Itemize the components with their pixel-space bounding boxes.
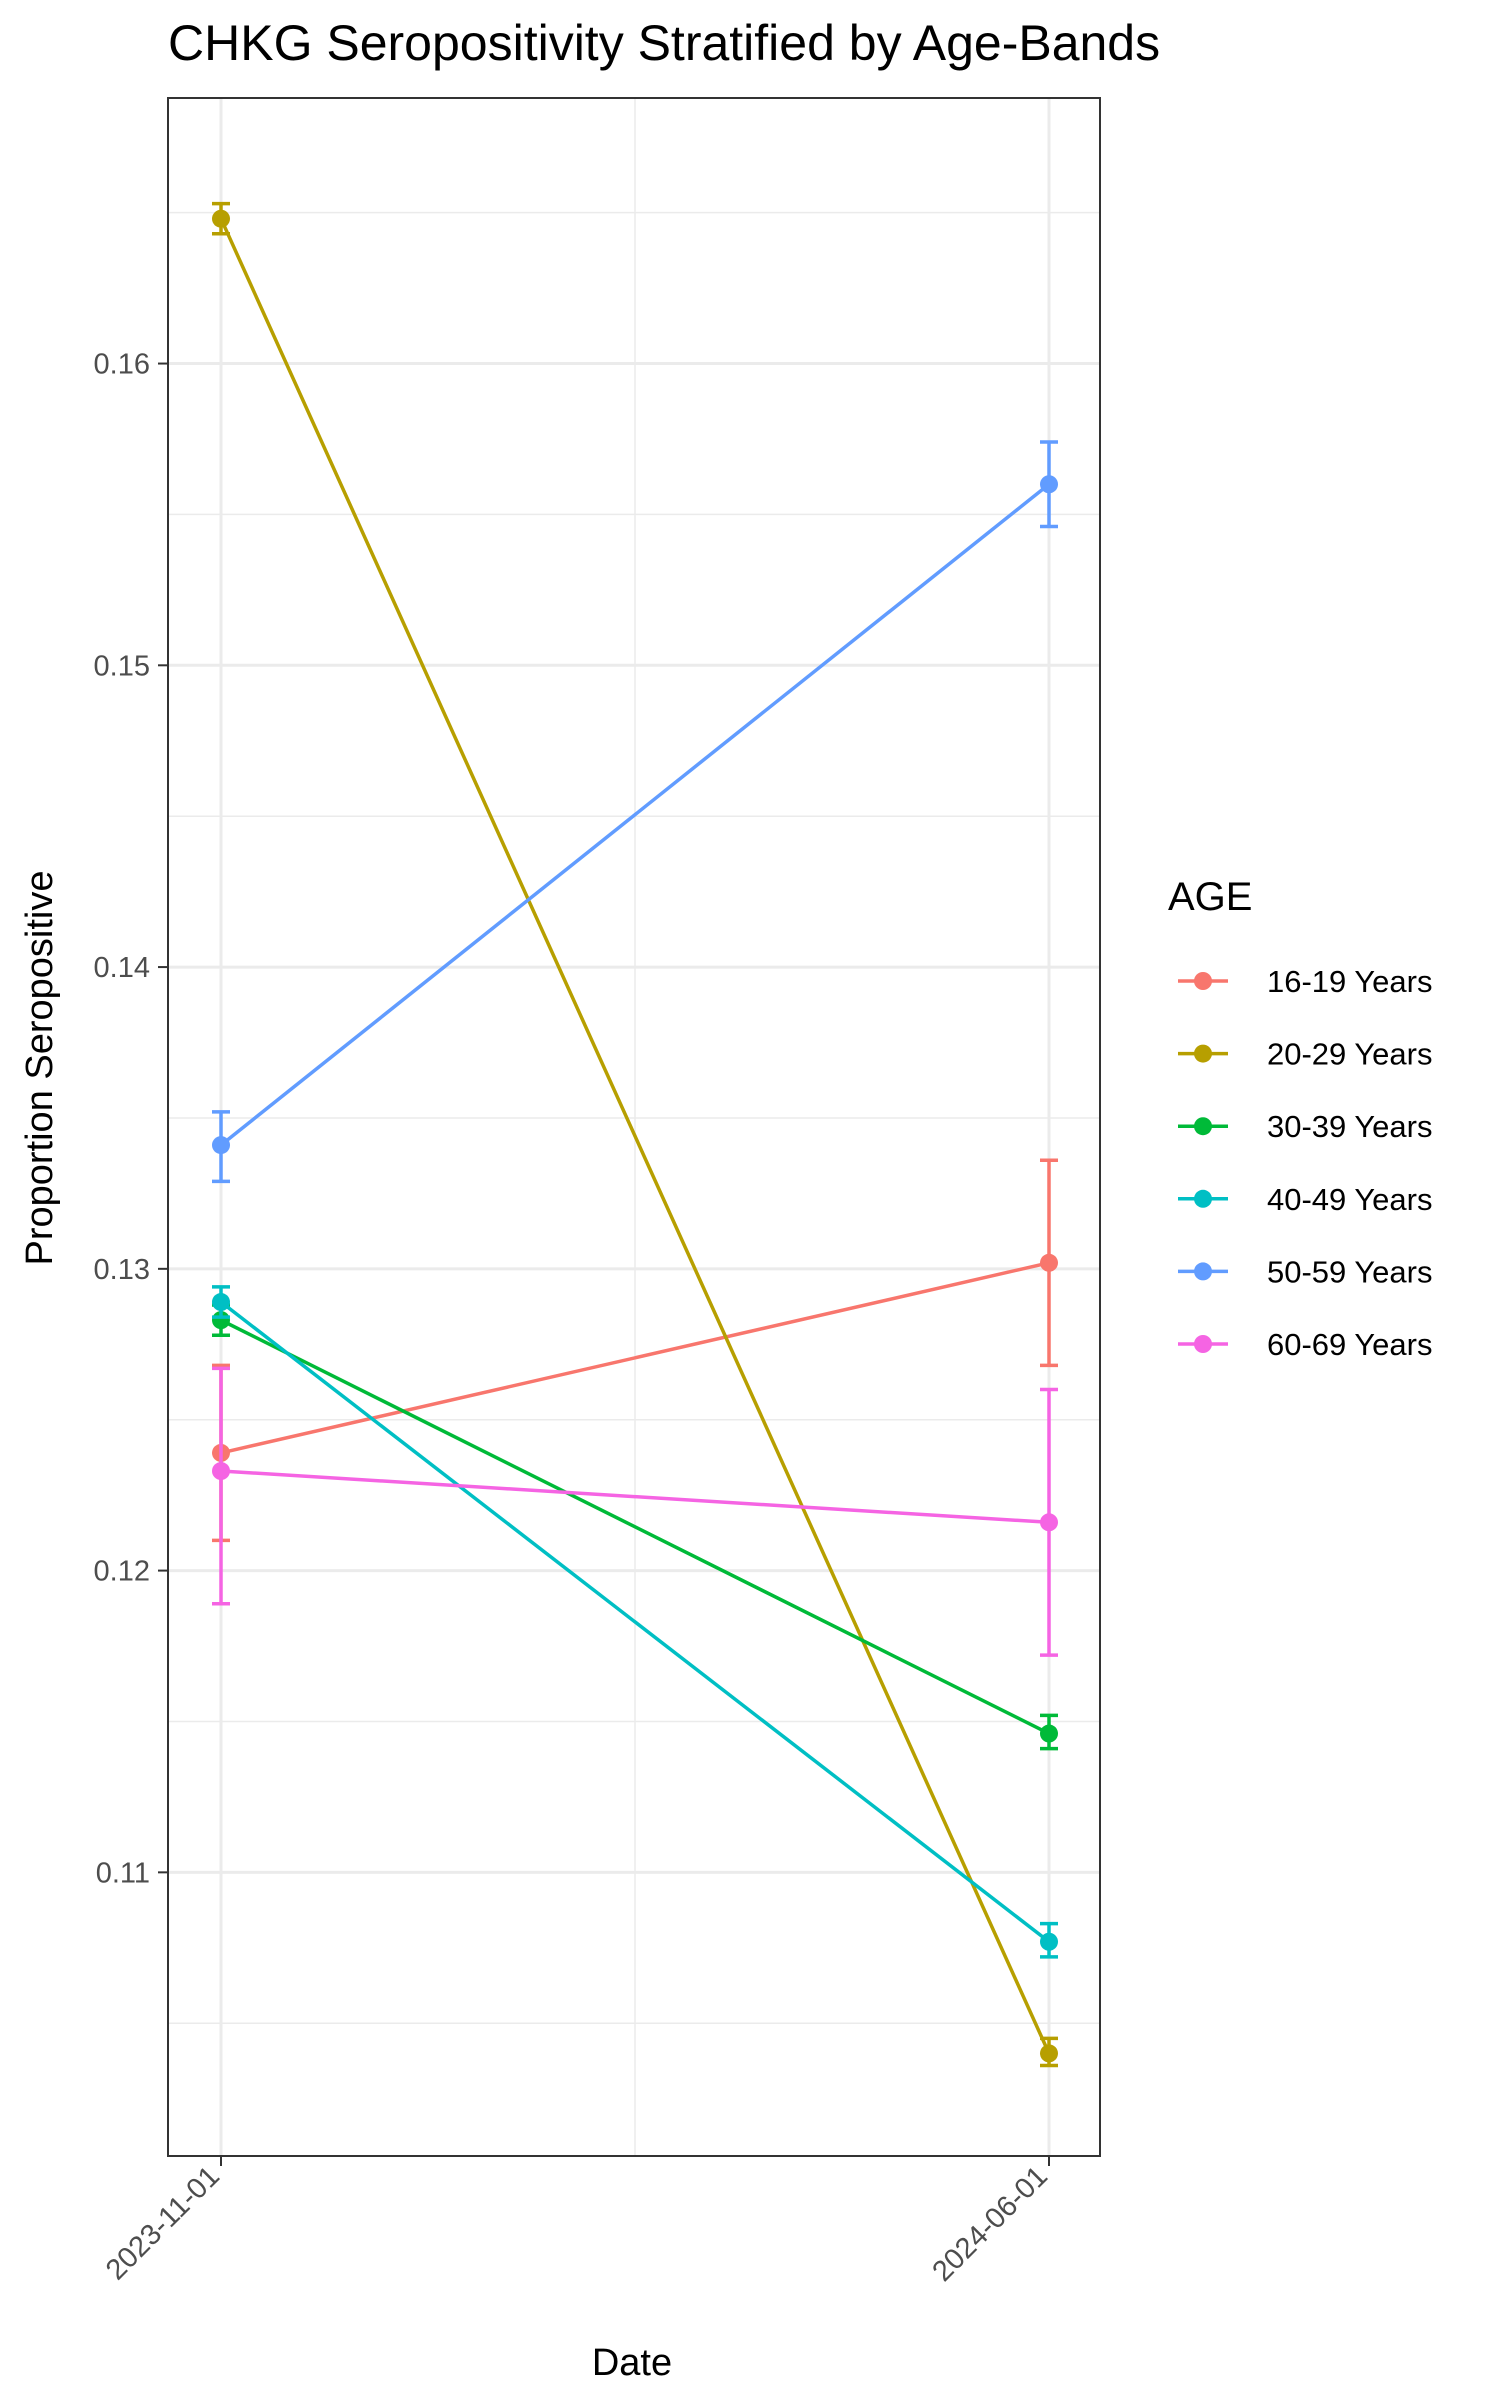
error-bar (212, 1366, 230, 1606)
series-line (219, 217, 1051, 2055)
y-tick-label: 0.12 (94, 1556, 150, 1588)
legend-key-point (1194, 1117, 1212, 1136)
legend-label: 60-69 Years (1267, 1327, 1432, 1362)
legend-label: 50-59 Years (1267, 1254, 1432, 1289)
legend-item: 20-29 Years (1178, 1037, 1432, 1072)
series-line (220, 1318, 1050, 1736)
legend-key-point (1194, 1044, 1212, 1063)
legend-item: 30-39 Years (1178, 1109, 1432, 1144)
y-tick-label: 0.16 (94, 349, 150, 381)
data-point (212, 1462, 230, 1481)
legend-label: 16-19 Years (1267, 964, 1432, 999)
x-axis-title: Date (592, 2342, 672, 2384)
legend-item: 16-19 Years (1178, 964, 1432, 999)
series-line (219, 1300, 1051, 1944)
legend-key-point (1194, 1189, 1212, 1208)
plot-background (168, 98, 1100, 2156)
y-tick-label: 0.13 (94, 1254, 150, 1286)
legend-label: 30-39 Years (1267, 1109, 1432, 1144)
y-axis-title: Proportion Seropositive (19, 871, 61, 1266)
plot-panel: 0.11 0.12 0.13 0.14 0.15 0.16 2023-11-01 2024-0… (94, 97, 1101, 2288)
series-line (219, 482, 1051, 1147)
x-tick-label: 2023-11-01 (100, 2160, 226, 2286)
legend-label: 40-49 Years (1267, 1182, 1432, 1217)
data-point (212, 1293, 230, 1312)
y-tick-label: 0.15 (94, 650, 150, 682)
legend-key-point (1194, 1335, 1212, 1353)
data-point (1040, 475, 1058, 494)
data-point (1040, 1724, 1058, 1743)
legend: 16-19 Years 20-29 Years 30-39 Years 40-49 Y… (1178, 964, 1432, 1362)
legend-item: 50-59 Years (1178, 1254, 1432, 1289)
legend-item: 60-69 Years (1178, 1327, 1432, 1362)
data-point (1040, 1932, 1058, 1951)
y-tick-label: 0.14 (94, 952, 150, 984)
data-point (212, 209, 230, 228)
series-line (220, 1469, 1050, 1525)
legend-title: AGE (1168, 875, 1252, 919)
series-line (220, 1261, 1050, 1455)
legend-key-point (1194, 972, 1212, 990)
legend-item: 40-49 Years (1178, 1182, 1432, 1217)
chart-title: CHKG Seropositivity Stratified by Age-Ba… (168, 15, 1160, 71)
data-point (1040, 1253, 1058, 1272)
data-point (1040, 2044, 1058, 2063)
y-tick-label: 0.11 (96, 1857, 150, 1889)
data-point (212, 1136, 230, 1155)
legend-label: 20-29 Years (1267, 1037, 1432, 1072)
legend-key-point (1194, 1262, 1212, 1281)
plot-border (167, 97, 1101, 2157)
data-point (1040, 1513, 1058, 1532)
x-tick-label: 2024-06-01 (926, 2160, 1054, 2288)
